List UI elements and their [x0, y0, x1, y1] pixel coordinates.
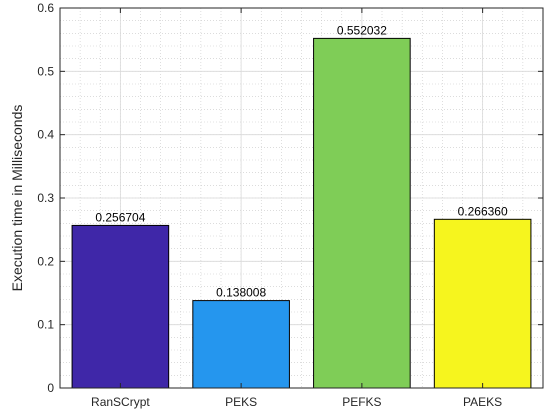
- y-tick-label: 0.5: [37, 64, 54, 78]
- bars: [71, 37, 532, 389]
- x-tick-label-peks: PEKS: [225, 395, 257, 409]
- data-labels: 0.256704 0.138008 0.552032 0.266360: [95, 23, 508, 299]
- y-axis-label: Execution time in Milliseconds: [9, 105, 25, 292]
- bar-peks: [192, 300, 290, 389]
- data-label-ranscrypt: 0.256704: [95, 210, 145, 224]
- y-tick-label: 0.6: [37, 1, 54, 15]
- y-tick-label: 0: [47, 381, 54, 395]
- data-label-pefks: 0.552032: [337, 23, 387, 37]
- y-tick-label: 0.2: [37, 254, 54, 268]
- y-tick-label: 0.3: [37, 191, 54, 205]
- x-tick-label-pefks: PEFKS: [342, 395, 381, 409]
- bar-ranscrypt: [71, 224, 170, 389]
- data-label-peks: 0.138008: [216, 286, 266, 300]
- data-label-paeks: 0.266360: [458, 204, 508, 218]
- bar-paeks: [433, 218, 532, 389]
- y-axis-ticks: 0 0.1 0.2 0.3 0.4 0.5 0.6: [37, 1, 543, 395]
- y-tick-label: 0.4: [37, 128, 54, 142]
- x-tick-label-paeks: PAEKS: [463, 395, 502, 409]
- bar-pefks: [313, 37, 411, 389]
- y-tick-label: 0.1: [37, 318, 54, 332]
- x-axis-ticks: RanSCrypt PEKS PEFKS PAEKS: [91, 8, 502, 409]
- x-tick-label-ranscrypt: RanSCrypt: [91, 395, 150, 409]
